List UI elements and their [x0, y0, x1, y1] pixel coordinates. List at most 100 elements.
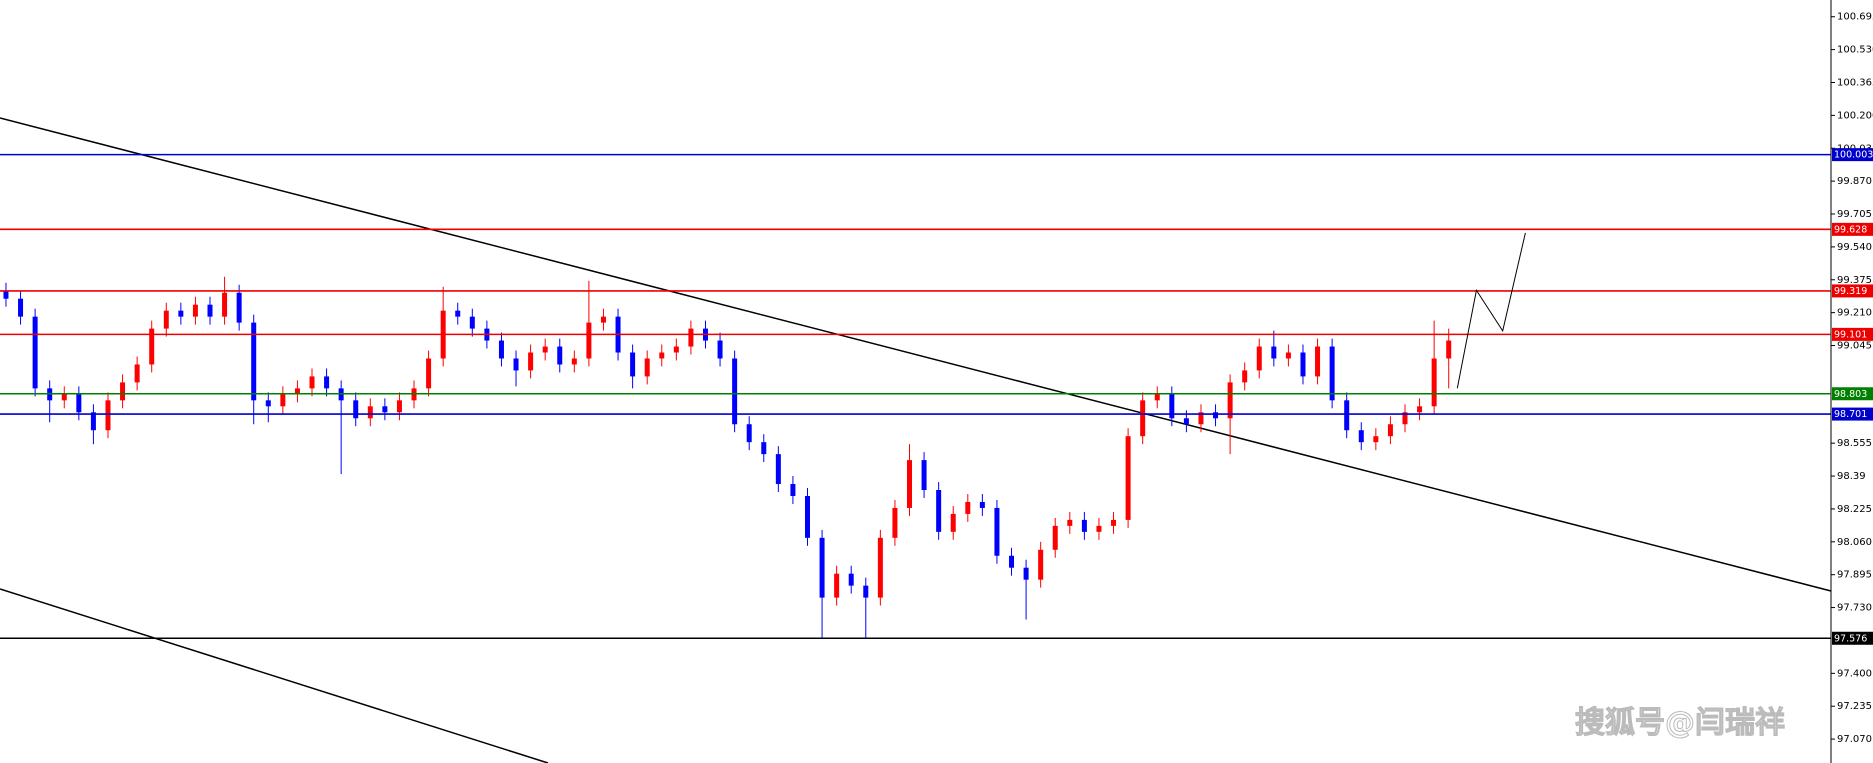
candle-body	[790, 484, 796, 496]
candle-body	[353, 400, 359, 419]
candle-body	[979, 501, 985, 508]
candle-body	[877, 537, 883, 598]
candle-body	[688, 328, 694, 347]
candle-body	[90, 412, 96, 431]
y-tick-label: 98.060	[1837, 537, 1872, 548]
candle-body	[236, 292, 242, 323]
candle-body	[192, 304, 198, 317]
candle-body	[294, 388, 300, 395]
y-tick-label: 98.225	[1837, 504, 1872, 515]
candle-body	[1446, 340, 1452, 359]
y-tick-label: 97.235	[1837, 701, 1872, 712]
candle-body	[1242, 370, 1248, 383]
candle-body	[1285, 352, 1291, 359]
candle-body	[324, 376, 330, 389]
candle-body	[1373, 436, 1379, 443]
candle-body	[644, 358, 650, 377]
plot-area	[0, 117, 1832, 763]
candle-body	[717, 340, 723, 359]
candle-body	[746, 424, 752, 443]
candle-body	[1256, 346, 1262, 371]
y-tick-label: 100.530	[1837, 45, 1873, 56]
candle-body	[1154, 394, 1160, 401]
candle-body	[396, 400, 402, 413]
candle-body	[1387, 424, 1393, 437]
candle-body	[61, 394, 67, 401]
candle-body	[1300, 352, 1306, 377]
projection-path	[1456, 232, 1526, 389]
candle-body	[426, 358, 432, 389]
level-label-box	[1832, 284, 1873, 298]
candle-body	[1198, 412, 1204, 425]
candle-body	[804, 495, 810, 538]
level-label-box	[1832, 327, 1873, 341]
candle-body	[149, 328, 155, 365]
candle-body	[382, 406, 388, 413]
candle-body	[571, 358, 577, 365]
candle-body	[1096, 525, 1102, 532]
candle-body	[1358, 430, 1364, 443]
candle-body	[120, 382, 126, 401]
y-tick-label: 99.375	[1837, 275, 1872, 286]
trend-line	[0, 588, 549, 763]
candle-body	[732, 358, 738, 425]
y-tick-label: 98.39	[1837, 471, 1866, 482]
candle-body	[848, 573, 854, 586]
y-tick-label: 100.365	[1837, 77, 1873, 88]
candle-body	[1009, 555, 1015, 568]
candle-body	[222, 292, 228, 317]
y-tick-label: 97.400	[1837, 668, 1872, 679]
y-tick-label: 99.045	[1837, 341, 1872, 352]
candle-body	[469, 316, 475, 329]
y-tick-label: 99.705	[1837, 209, 1872, 220]
watermark: 搜狐号@闫瑞祥	[1575, 706, 1785, 741]
candle-body	[994, 507, 1000, 556]
candle-body	[1052, 525, 1058, 550]
y-tick-label: 99.210	[1837, 308, 1872, 319]
candle-body	[630, 352, 636, 377]
candle-body	[907, 460, 913, 508]
level-label-box	[1832, 407, 1873, 421]
candle-body	[950, 513, 956, 532]
candle-body	[659, 352, 665, 359]
candle-body	[134, 364, 140, 383]
candle-body	[280, 394, 286, 407]
candle-body	[775, 454, 781, 485]
candle-body	[1038, 549, 1044, 580]
level-label: 97.576	[1834, 633, 1867, 644]
level-label-box	[1832, 222, 1873, 236]
candle-body	[455, 310, 461, 317]
candle-body	[1271, 346, 1277, 359]
y-tick-label: 97.730	[1837, 603, 1872, 614]
y-tick-label: 100.200	[1837, 110, 1873, 121]
candle-body	[1213, 412, 1219, 419]
candle-body	[3, 290, 9, 299]
y-tick-label: 97.895	[1837, 570, 1872, 581]
candle-body	[251, 322, 257, 401]
candle-body	[586, 322, 592, 359]
candle-body	[673, 346, 679, 353]
candle-body	[498, 340, 504, 359]
candle-body	[965, 501, 971, 514]
candle-body	[761, 442, 767, 455]
y-tick-label: 99.540	[1837, 242, 1872, 253]
candle-body	[528, 352, 534, 371]
candle-body	[921, 460, 927, 491]
candle-body	[1431, 358, 1437, 407]
level-label-box	[1832, 387, 1873, 401]
candle-body	[600, 316, 606, 323]
candle-body	[367, 406, 373, 419]
candle-body	[819, 537, 825, 598]
candle-body	[1140, 400, 1146, 437]
candle-body	[1402, 412, 1408, 425]
candle-body	[1315, 346, 1321, 377]
candle-body	[1169, 394, 1175, 419]
y-tick-label: 99.870	[1837, 176, 1872, 187]
y-tick-label: 98.555	[1837, 438, 1872, 449]
candle-body	[936, 490, 942, 532]
candle-body	[18, 298, 24, 317]
candle-body	[1183, 418, 1189, 425]
candle-body	[76, 394, 82, 413]
